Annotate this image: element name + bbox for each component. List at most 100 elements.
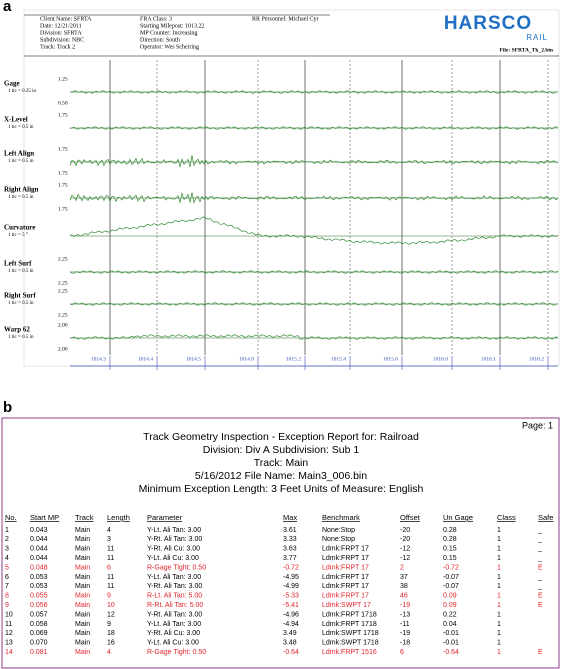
table-cell: Ldmk:FRPT 17 <box>322 555 369 562</box>
table-cell: -12 <box>400 555 410 562</box>
table-cell: 1 <box>497 564 501 571</box>
table-cell: Main <box>75 611 90 618</box>
scale-label: 0.50 <box>58 100 68 106</box>
header-field: Division: SFRTA <box>40 30 82 36</box>
table-cell: 9 <box>107 621 111 628</box>
table-cell: 0.09 <box>443 593 457 600</box>
column-header: Max <box>283 513 297 522</box>
table-cell: 38 <box>400 583 408 590</box>
header-field: Direction: South <box>140 37 180 43</box>
table-cell: R-Rt. Ali Tan: 5.00 <box>147 602 203 609</box>
table-cell: 18 <box>107 630 115 637</box>
scale-label: 1.75 <box>58 170 68 176</box>
milepost-label: 1014.8 <box>239 356 254 362</box>
table-cell: R-Gage Tight: 0.50 <box>147 564 206 571</box>
table-cell: E <box>538 649 543 656</box>
trace <box>69 126 559 130</box>
header-field: Operator: Wes Scheiring <box>140 44 199 50</box>
table-cell: 7 <box>5 583 9 590</box>
milepost-label: 1014.5 <box>186 356 201 362</box>
header-field: Client Name: SFRTA <box>40 16 92 22</box>
trace <box>69 191 559 204</box>
trace <box>69 90 559 94</box>
table-cell: 9 <box>107 593 111 600</box>
report-title: 5/16/2012 File Name: Main3_006.bin <box>195 470 367 482</box>
column-header: Start MP <box>30 513 59 522</box>
table-cell: 13 <box>5 640 13 647</box>
table-cell: 3 <box>5 546 9 553</box>
column-header: Length <box>107 513 130 522</box>
table-cell: Y-Rt. Ali Tan: 3.00 <box>147 536 202 543</box>
channel-name: Left Surf <box>4 260 32 268</box>
table-cell: -0.64 <box>283 649 299 656</box>
milepost-label: 1015.6 <box>383 356 398 362</box>
channel-name: Warp 62 <box>4 326 30 334</box>
table-cell: Ldmk:SWPT 1718 <box>322 630 379 637</box>
table-cell: Main <box>75 564 90 571</box>
scale-label: 1.75 <box>58 206 68 212</box>
table-cell: -12 <box>400 546 410 553</box>
table-cell: -0.72 <box>443 564 459 571</box>
table-cell: 10 <box>107 602 115 609</box>
channel-scale: 1 tic = 5 ° <box>8 233 28 238</box>
channel-scale: 1 tic = 0.5 in <box>8 269 34 274</box>
table-cell: _ <box>537 555 542 562</box>
table-cell: Main <box>75 546 90 553</box>
table-cell: 0.055 <box>30 593 48 600</box>
table-cell: 1 <box>497 536 501 543</box>
table-cell: 1 <box>497 640 501 647</box>
column-header: Track <box>75 513 94 522</box>
table-cell: 0.15 <box>443 555 457 562</box>
report-title: Minimum Exception Length: 3 Feet Units o… <box>139 483 424 495</box>
table-cell: R-Lt. Ali Tan: 5.00 <box>147 593 202 600</box>
panel-label: a <box>3 0 12 15</box>
file-name: File: SFRTA_Tk_2.bin <box>500 47 554 53</box>
table-cell: 2 <box>400 564 404 571</box>
table-cell: -4.96 <box>283 611 299 618</box>
table-cell: -19 <box>400 602 410 609</box>
trace <box>69 270 559 274</box>
table-cell: 3.48 <box>283 640 297 647</box>
scale-label: 1.75 <box>58 146 68 152</box>
table-cell: -4.94 <box>283 621 299 628</box>
table-cell: 3.49 <box>283 630 297 637</box>
table-cell: 11 <box>5 621 12 628</box>
channel-scale: 1 tic = 0.25 in <box>8 89 36 94</box>
table-cell: 37 <box>400 574 408 581</box>
table-cell: Y-Rt. Ali Cu: 3.00 <box>147 546 200 553</box>
channel-scale: 1 tic = 0.5 in <box>8 195 34 200</box>
table-cell: 11 <box>107 583 114 590</box>
scale-label: 2.25 <box>58 280 68 286</box>
report-title: Track Geometry Inspection - Exception Re… <box>143 431 419 443</box>
table-cell: 16 <box>107 640 115 647</box>
table-cell: -0.64 <box>443 649 459 656</box>
table-cell: -0.72 <box>283 564 299 571</box>
table-cell: Main <box>75 649 90 656</box>
table-cell: 10 <box>5 611 13 618</box>
table-cell: Main <box>75 593 90 600</box>
scale-label: 1.75 <box>58 182 68 188</box>
table-cell: 1 <box>497 630 501 637</box>
milepost-label: 1015.2 <box>286 356 301 362</box>
header-field: Subdivision: NBC <box>40 37 84 43</box>
channel-name: Right Surf <box>4 292 36 300</box>
table-cell: 6 <box>5 574 9 581</box>
milepost-label: 1016.2 <box>529 356 544 362</box>
table-cell: 11 <box>107 546 114 553</box>
table-cell: Y-Rt. Ali Tan: 3.00 <box>147 611 202 618</box>
table-cell: 6 <box>107 564 111 571</box>
milepost-label: 1014.4 <box>138 356 153 362</box>
trace <box>69 334 559 340</box>
table-cell: 4 <box>5 555 9 562</box>
table-cell: Ldmk:SWPT 1718 <box>322 640 379 647</box>
trace <box>69 302 559 306</box>
table-cell: Y-Rt. Ali Cu: 3.00 <box>147 630 200 637</box>
table-cell: 1 <box>497 649 501 656</box>
column-header: Class <box>497 513 516 522</box>
table-cell: -0.01 <box>443 630 459 637</box>
table-cell: 12 <box>5 630 13 637</box>
channel-scale: 1 tic = 0.5 in <box>8 159 34 164</box>
table-cell: R-Gage Tight: 0.50 <box>147 649 206 656</box>
table-cell: 8 <box>5 593 9 600</box>
table-cell: 0.04 <box>443 621 457 628</box>
